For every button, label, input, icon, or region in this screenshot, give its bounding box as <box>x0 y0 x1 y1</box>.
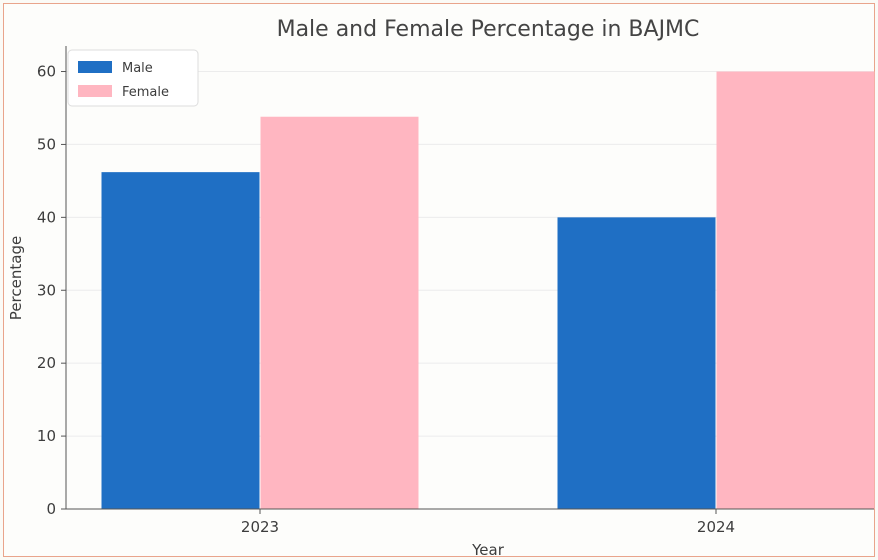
ytick-label-50: 50 <box>37 135 56 153</box>
y-axis-label: Percentage <box>7 236 25 320</box>
x-ticks: 2023 2024 <box>241 509 735 536</box>
bar-male-2023 <box>101 172 260 510</box>
chart-title: Male and Female Percentage in BAJMC <box>277 17 700 42</box>
legend-swatch-male <box>78 61 112 73</box>
bar-male-2024 <box>557 217 716 510</box>
legend-label-male: Male <box>122 61 153 76</box>
ytick-label-20: 20 <box>37 354 56 372</box>
legend: Male Female <box>67 49 199 107</box>
ytick-label-10: 10 <box>37 427 56 445</box>
axes <box>65 46 874 510</box>
ytick-label-60: 60 <box>37 63 56 81</box>
legend-label-female: Female <box>122 85 169 100</box>
bar-female-2023 <box>260 116 419 509</box>
x-axis-label: Year <box>471 541 505 559</box>
xtick-label-2024: 2024 <box>697 518 735 536</box>
ytick-label-30: 30 <box>37 281 56 299</box>
xtick-label-2023: 2023 <box>241 518 279 536</box>
bars <box>101 71 875 510</box>
y-ticks: 0 10 20 30 40 50 60 <box>37 63 66 518</box>
ytick-label-0: 0 <box>46 500 56 518</box>
legend-swatch-female <box>78 85 112 97</box>
bar-female-2024 <box>716 71 875 509</box>
ytick-label-40: 40 <box>37 208 56 226</box>
